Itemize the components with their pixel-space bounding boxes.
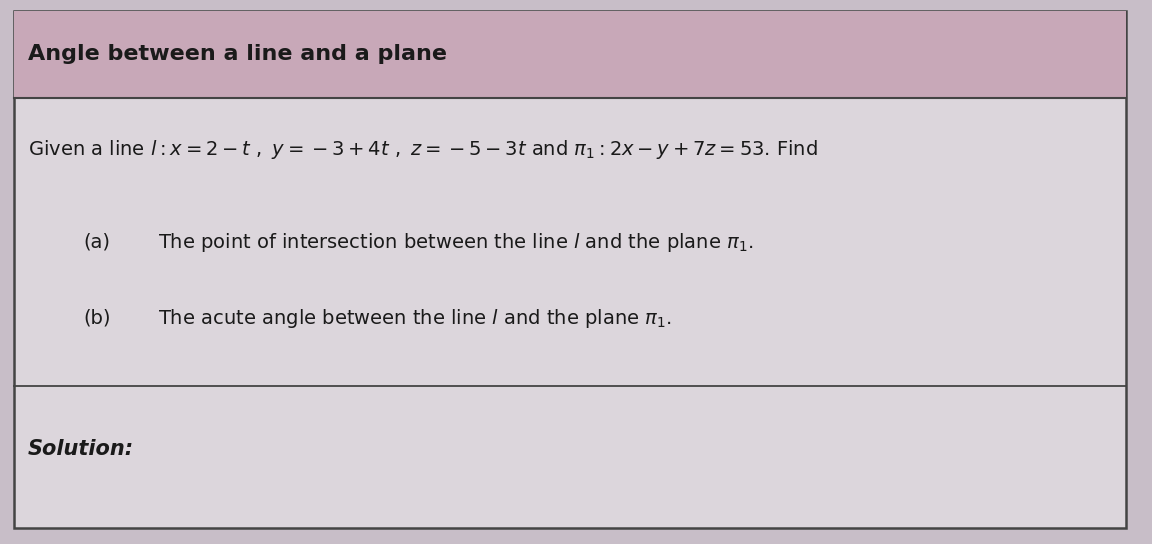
FancyBboxPatch shape <box>14 11 1126 528</box>
Text: Angle between a line and a plane: Angle between a line and a plane <box>28 45 447 64</box>
Text: (a): (a) <box>83 233 109 251</box>
Text: The point of intersection between the line $\mathit{l}$ and the plane $\pi_{1}$.: The point of intersection between the li… <box>158 231 753 254</box>
Text: (b): (b) <box>83 309 111 327</box>
Text: Solution:: Solution: <box>28 439 134 459</box>
Text: Given a line $\mathit{l}:x=2-t\ ,\ y=-3+4t\ ,\ z=-5-3t$ and $\pi_{1}:2x-y+7z=53$: Given a line $\mathit{l}:x=2-t\ ,\ y=-3+… <box>28 138 818 161</box>
Text: The acute angle between the line $\mathit{l}$ and the plane $\pi_{1}$.: The acute angle between the line $\mathi… <box>158 307 672 330</box>
FancyBboxPatch shape <box>14 11 1126 98</box>
